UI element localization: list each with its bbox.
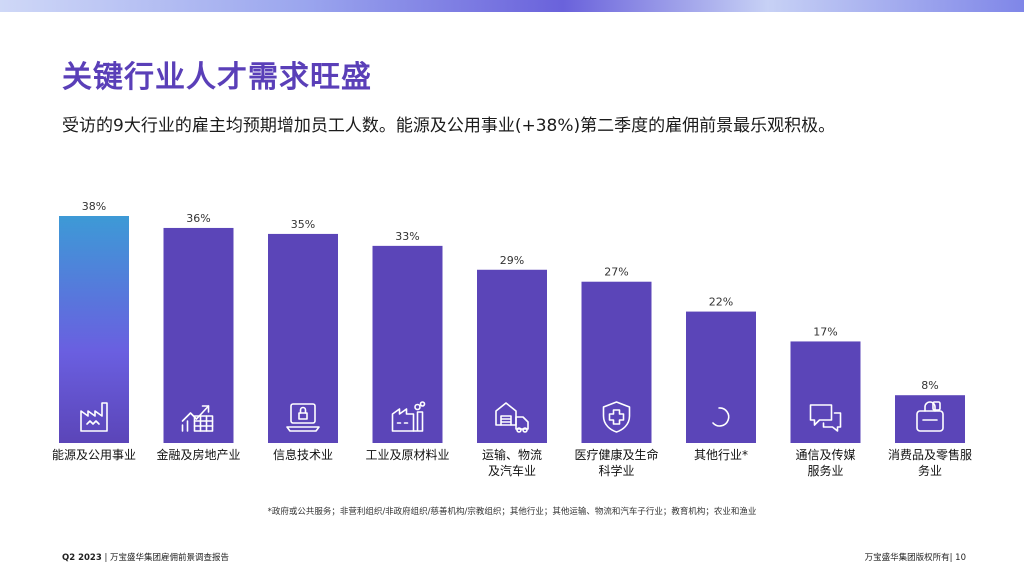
category-label: 医疗健康及生命科学业 — [574, 447, 658, 478]
loading-spinner-icon — [712, 407, 730, 427]
category-label: 能源及公用事业 — [52, 448, 136, 462]
category-label: 工业及原材料业 — [365, 448, 449, 462]
chat-bubbles-icon — [809, 404, 842, 432]
bar — [372, 245, 443, 443]
bar-value-label: 33% — [395, 230, 419, 243]
bar-value-label: 29% — [500, 254, 524, 267]
bar-value-label: 8% — [921, 379, 938, 392]
bar — [268, 233, 338, 443]
bar-value-label: 22% — [709, 296, 733, 309]
chart-footnote: *政府或公共服务；非营利组织/非政府组织/慈善机构/宗教组织；其他行业；其他运输… — [267, 507, 757, 517]
bar-value-label: 36% — [186, 212, 210, 225]
top-decorative-band — [0, 0, 1024, 12]
factory-icon — [80, 402, 108, 432]
medical-shield-icon — [602, 401, 631, 433]
bar — [163, 227, 234, 443]
bar — [581, 281, 652, 443]
footer-copyright: 万宝盛华集团版权所有| — [864, 553, 953, 563]
bar-value-label: 35% — [291, 218, 315, 231]
category-label: 金融及房地产业 — [156, 447, 240, 462]
footer-page-number: 10 — [955, 553, 966, 563]
bar — [477, 269, 547, 443]
industrial-plant-icon — [391, 401, 426, 432]
bar-value-label: 38% — [82, 200, 106, 213]
bar — [790, 341, 861, 443]
footer-right: 万宝盛华集团版权所有| 10 — [865, 551, 966, 563]
page-title: 关键行业人才需求旺盛 — [62, 60, 372, 95]
footer-left: Q2 2023 | 万宝盛华集团雇佣前景调查报告 — [62, 551, 229, 563]
category-label: 信息技术业 — [273, 447, 333, 462]
laptop-lock-icon — [286, 403, 320, 432]
delivery-truck-icon — [495, 402, 529, 433]
bar-chart: 38% 36% 35% 33% 29% 27% 22% 17% 8% 能源及公用事业 金融及房地产… — [52, 200, 972, 478]
category-label: 其他行业* — [694, 448, 748, 462]
page-subtitle: 受访的9大行业的雇主均预期增加员工人数。能源及公用事业(+38%)第二季度的雇佣… — [62, 116, 836, 136]
category-label: 通信及传媒服务业 — [795, 447, 855, 478]
bar — [895, 395, 965, 443]
bar — [59, 216, 129, 443]
bar-value-label: 27% — [604, 266, 628, 279]
shopping-bag-icon — [916, 401, 944, 432]
category-label: 运输、物流及汽车业 — [482, 447, 542, 478]
category-label: 消费品及零售服务业 — [888, 447, 972, 478]
finance-chart-icon — [181, 405, 214, 432]
footer-report-name: | 万宝盛华集团雇佣前景调查报告 — [104, 553, 230, 563]
bar-value-label: 17% — [813, 325, 837, 338]
bar — [686, 311, 756, 443]
footer-quarter: Q2 2023 — [62, 553, 102, 563]
